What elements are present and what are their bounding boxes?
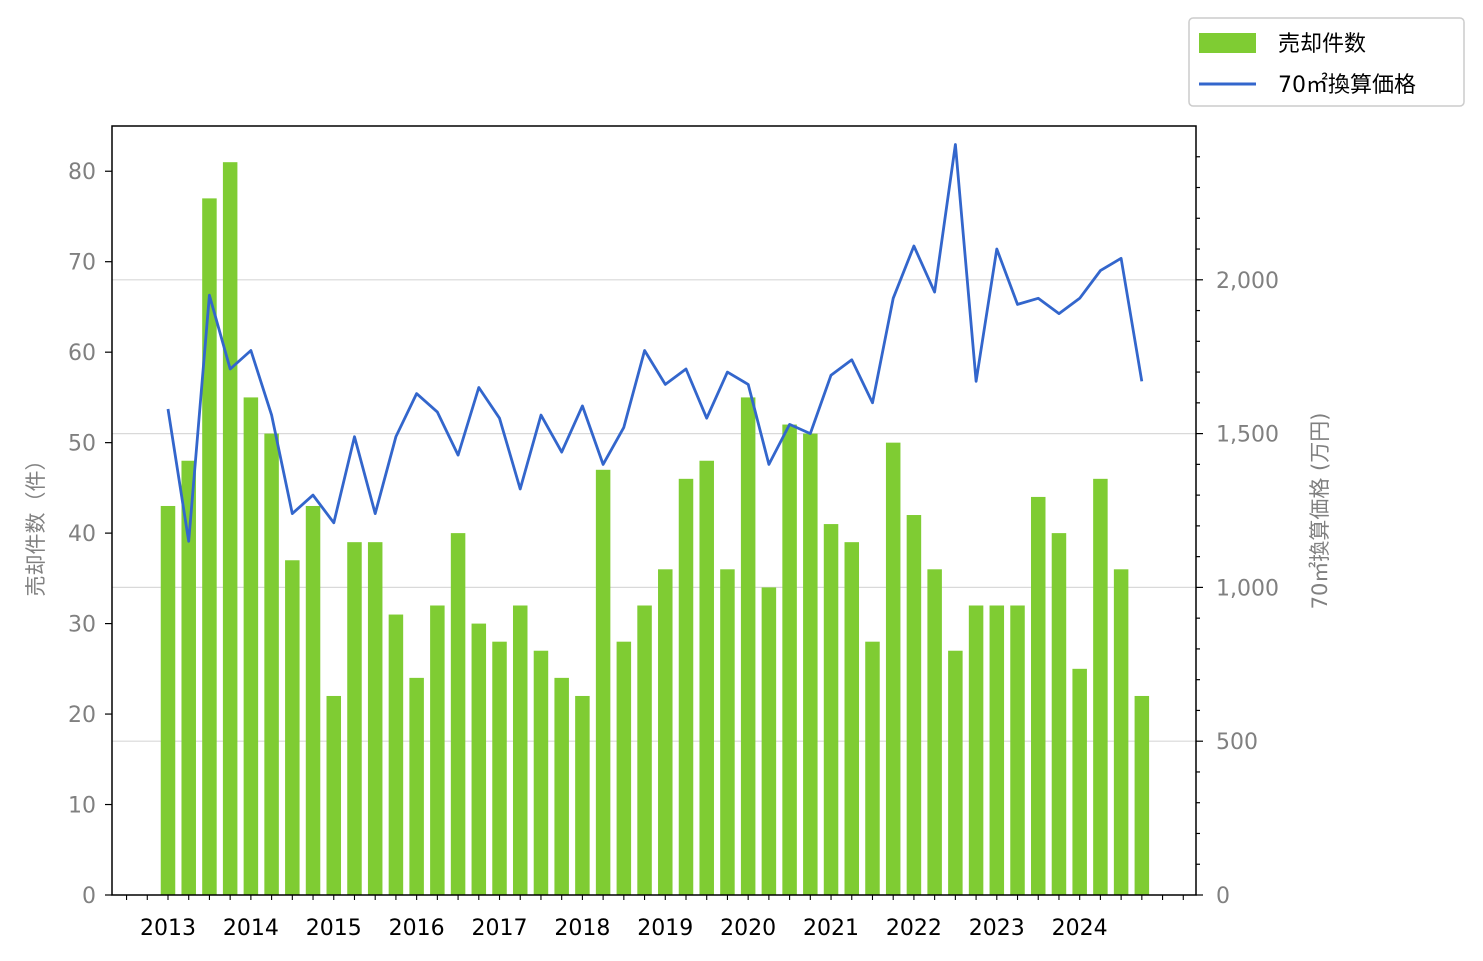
bar [243, 397, 259, 895]
plot-frame [111, 125, 1197, 896]
right-tick-label: 1,500 [1216, 423, 1279, 448]
bar [471, 623, 487, 895]
bar [658, 569, 673, 895]
bar [678, 478, 694, 895]
right-axis: 0 500 1,000 1,500 2,000 [1196, 156, 1279, 909]
legend-line-label: 70㎡換算価格 [1278, 72, 1416, 98]
left-tick-label: 10 [68, 794, 96, 819]
bar [512, 605, 528, 895]
bar [906, 515, 922, 895]
x-tick-label: 2019 [637, 916, 693, 941]
left-axis-title: 売却件数（件） [24, 450, 48, 597]
left-tick-label: 80 [68, 160, 96, 185]
bar [430, 605, 445, 895]
left-tick-label: 60 [68, 341, 96, 366]
x-tick-label: 2022 [886, 916, 942, 941]
bar [367, 542, 383, 895]
bar [699, 460, 714, 895]
bar [968, 605, 984, 895]
bar [844, 542, 860, 895]
bar [1072, 668, 1087, 895]
x-tick-label: 2016 [389, 916, 445, 941]
legend-frame [1188, 17, 1465, 107]
x-tick-label: 2015 [306, 916, 362, 941]
left-tick-label: 40 [68, 522, 96, 547]
x-tick-label: 2014 [223, 916, 279, 941]
bar [554, 677, 569, 895]
bar [492, 641, 507, 895]
x-tick-label: 2024 [1052, 916, 1108, 941]
bar [388, 614, 404, 895]
bar [1010, 605, 1025, 895]
bar [1134, 695, 1150, 895]
legend-bar-swatch [1199, 33, 1256, 53]
bar [1113, 569, 1129, 895]
bar [285, 560, 300, 895]
legend: 売却件数 70㎡換算価格 [1188, 17, 1465, 107]
bar [927, 569, 942, 895]
bar [1030, 496, 1046, 895]
legend-bar-label: 売却件数 [1278, 32, 1366, 57]
x-tick-label: 2023 [969, 916, 1025, 941]
x-axis: 2013 2014 2015 2016 2017 2018 2019 2020 2021 2022… [126, 895, 1184, 941]
bar [264, 433, 279, 895]
right-tick-label: 500 [1216, 730, 1258, 755]
bar [409, 677, 424, 895]
bar [222, 162, 238, 895]
x-tick-label: 2021 [803, 916, 859, 941]
bar [533, 650, 549, 895]
bar [720, 569, 735, 895]
left-tick-label: 20 [68, 703, 96, 728]
bar [865, 641, 880, 895]
bar [740, 397, 756, 895]
left-tick-label: 0 [82, 884, 96, 909]
right-axis-title: 70㎡換算価格 (万円) [1308, 413, 1332, 610]
left-tick-label: 70 [68, 251, 96, 276]
bar [595, 469, 611, 895]
left-axis: 0 10 20 30 40 50 60 70 80 [68, 160, 112, 909]
bar [616, 641, 632, 895]
bar [1093, 478, 1108, 895]
left-tick-label: 30 [68, 613, 96, 638]
right-tick-label: 0 [1216, 884, 1230, 909]
x-tick-label: 2020 [720, 916, 776, 941]
bar [575, 695, 590, 895]
bar [1051, 533, 1067, 895]
x-tick-label: 2017 [472, 916, 528, 941]
line-series [166, 143, 1144, 543]
bar [885, 442, 901, 895]
right-tick-label: 1,000 [1216, 576, 1279, 601]
bar [948, 650, 963, 895]
right-tick-label: 2,000 [1216, 269, 1279, 294]
bar-series [160, 162, 1150, 895]
bar [761, 587, 777, 895]
bar [989, 605, 1005, 895]
bar [181, 460, 196, 895]
x-tick-label: 2018 [554, 916, 610, 941]
bar [803, 433, 818, 895]
bar [637, 605, 652, 895]
left-tick-label: 50 [68, 432, 96, 457]
x-tick-label: 2013 [140, 916, 196, 941]
bar [305, 505, 321, 895]
bar [347, 542, 362, 895]
bar [782, 424, 797, 895]
bar [160, 505, 176, 895]
bar [202, 198, 217, 895]
bar [450, 533, 466, 895]
price-line [166, 143, 1144, 543]
bar [823, 524, 839, 895]
bar [326, 695, 342, 895]
